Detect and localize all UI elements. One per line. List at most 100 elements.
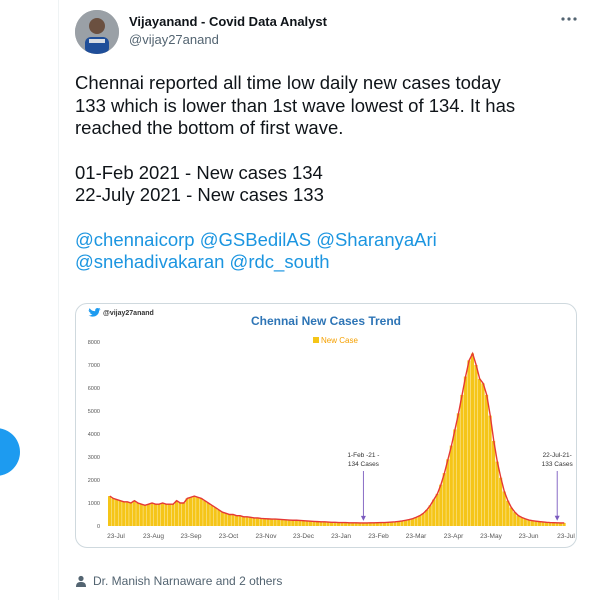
bar bbox=[305, 520, 309, 526]
bar bbox=[506, 500, 510, 526]
mentions-line: @snehadivakaran @rdc_south bbox=[75, 251, 585, 274]
bar bbox=[108, 496, 112, 526]
bar bbox=[375, 522, 379, 526]
bar bbox=[322, 521, 327, 526]
bar bbox=[414, 517, 418, 526]
bar bbox=[129, 503, 133, 526]
bar bbox=[467, 360, 471, 526]
x-tick-label: 23-Jul bbox=[557, 533, 575, 540]
bar bbox=[541, 521, 545, 526]
bar bbox=[484, 394, 489, 526]
bar bbox=[270, 519, 274, 526]
twitter-bird-icon bbox=[88, 307, 101, 317]
compose-tweet-button[interactable] bbox=[0, 428, 20, 476]
more-options-icon[interactable] bbox=[557, 10, 581, 34]
bar bbox=[474, 365, 478, 526]
bar bbox=[287, 520, 291, 526]
bar bbox=[164, 504, 168, 526]
bar bbox=[442, 473, 446, 526]
bar bbox=[213, 507, 217, 526]
bar bbox=[425, 509, 429, 526]
mention-link[interactable]: @rdc_south bbox=[229, 251, 330, 272]
bar bbox=[523, 518, 527, 526]
tweet-line: 133 which is lower than 1st wave lowest … bbox=[75, 94, 516, 116]
bar bbox=[393, 521, 397, 526]
bar bbox=[206, 503, 210, 526]
bar bbox=[284, 519, 288, 526]
bar bbox=[150, 503, 154, 526]
annotation-label: 133 Cases bbox=[542, 461, 574, 468]
bar bbox=[446, 459, 450, 526]
y-tick-label: 6000 bbox=[88, 386, 100, 392]
bar bbox=[477, 378, 482, 526]
bar bbox=[203, 500, 207, 526]
annotation-label: 22-Jul-21- bbox=[543, 452, 572, 459]
mention-link[interactable]: @SharanyaAri bbox=[316, 228, 437, 250]
bar bbox=[118, 500, 122, 526]
x-tick-label: 23-Mar bbox=[406, 533, 427, 540]
author-name[interactable]: Vijayanand - Covid Data Analyst bbox=[129, 14, 327, 29]
bar bbox=[157, 504, 161, 526]
bar bbox=[340, 522, 344, 526]
bar bbox=[153, 504, 157, 526]
x-tick-label: 23-Aug bbox=[143, 533, 164, 540]
x-tick-label: 23-Dec bbox=[293, 533, 315, 540]
bar bbox=[174, 500, 179, 526]
bar bbox=[210, 505, 214, 526]
bar bbox=[308, 521, 312, 526]
tweet: Vijayanand - Covid Data Analyst @vijay27… bbox=[59, 0, 600, 600]
mention-link[interactable]: @snehadivakaran bbox=[75, 251, 225, 272]
bar bbox=[192, 496, 196, 526]
bar bbox=[347, 522, 351, 526]
bar bbox=[432, 499, 436, 526]
bar bbox=[530, 520, 534, 526]
author-handle[interactable]: @vijay27anand bbox=[129, 32, 219, 47]
bar bbox=[224, 513, 228, 526]
bar bbox=[534, 521, 538, 526]
bar bbox=[312, 521, 316, 526]
bar bbox=[492, 440, 496, 526]
bar bbox=[544, 522, 549, 526]
bar bbox=[234, 515, 238, 526]
bar bbox=[382, 522, 386, 526]
y-tick-label: 5000 bbox=[88, 409, 100, 415]
liked-by[interactable]: Dr. Manish Narnaware and 2 others bbox=[75, 574, 282, 588]
bar bbox=[301, 520, 305, 526]
bar bbox=[217, 509, 221, 526]
mention-link[interactable]: @GSBedilAS bbox=[199, 228, 312, 250]
x-tick-label: 23-Jul bbox=[107, 533, 125, 540]
bar bbox=[171, 504, 175, 526]
bar bbox=[509, 507, 513, 526]
avatar[interactable] bbox=[75, 10, 119, 54]
y-tick-label: 8000 bbox=[88, 340, 100, 346]
bar bbox=[181, 503, 186, 526]
liked-by-text: Dr. Manish Narnaware and 2 others bbox=[93, 574, 283, 588]
y-tick-label: 4000 bbox=[88, 432, 100, 438]
avatar-photo bbox=[75, 10, 119, 54]
bar bbox=[189, 497, 193, 526]
bar bbox=[329, 522, 334, 526]
bar bbox=[379, 522, 383, 526]
annotation-arrowhead bbox=[554, 515, 560, 521]
mention-link[interactable]: @chennaicorp bbox=[75, 228, 195, 250]
bar bbox=[449, 445, 453, 526]
chart-image[interactable]: @vijay27anand Chennai New Cases Trend Ne… bbox=[75, 303, 577, 548]
tweet-line: Chennai reported all time low daily new … bbox=[75, 72, 501, 93]
bar bbox=[421, 513, 425, 526]
bar bbox=[245, 516, 249, 526]
bar bbox=[231, 514, 235, 526]
y-tick-label: 0 bbox=[97, 524, 100, 530]
bar bbox=[160, 503, 165, 526]
bar bbox=[273, 519, 277, 526]
bar bbox=[139, 504, 143, 526]
bar bbox=[562, 522, 566, 526]
legend-label: New Case bbox=[321, 336, 358, 345]
annotation-arrowhead bbox=[360, 515, 366, 521]
y-tick-label: 3000 bbox=[88, 455, 100, 461]
bar bbox=[143, 505, 147, 526]
bar bbox=[361, 522, 365, 526]
bar bbox=[372, 522, 376, 526]
bar bbox=[499, 477, 503, 526]
bar bbox=[527, 520, 531, 526]
bar bbox=[407, 519, 411, 526]
